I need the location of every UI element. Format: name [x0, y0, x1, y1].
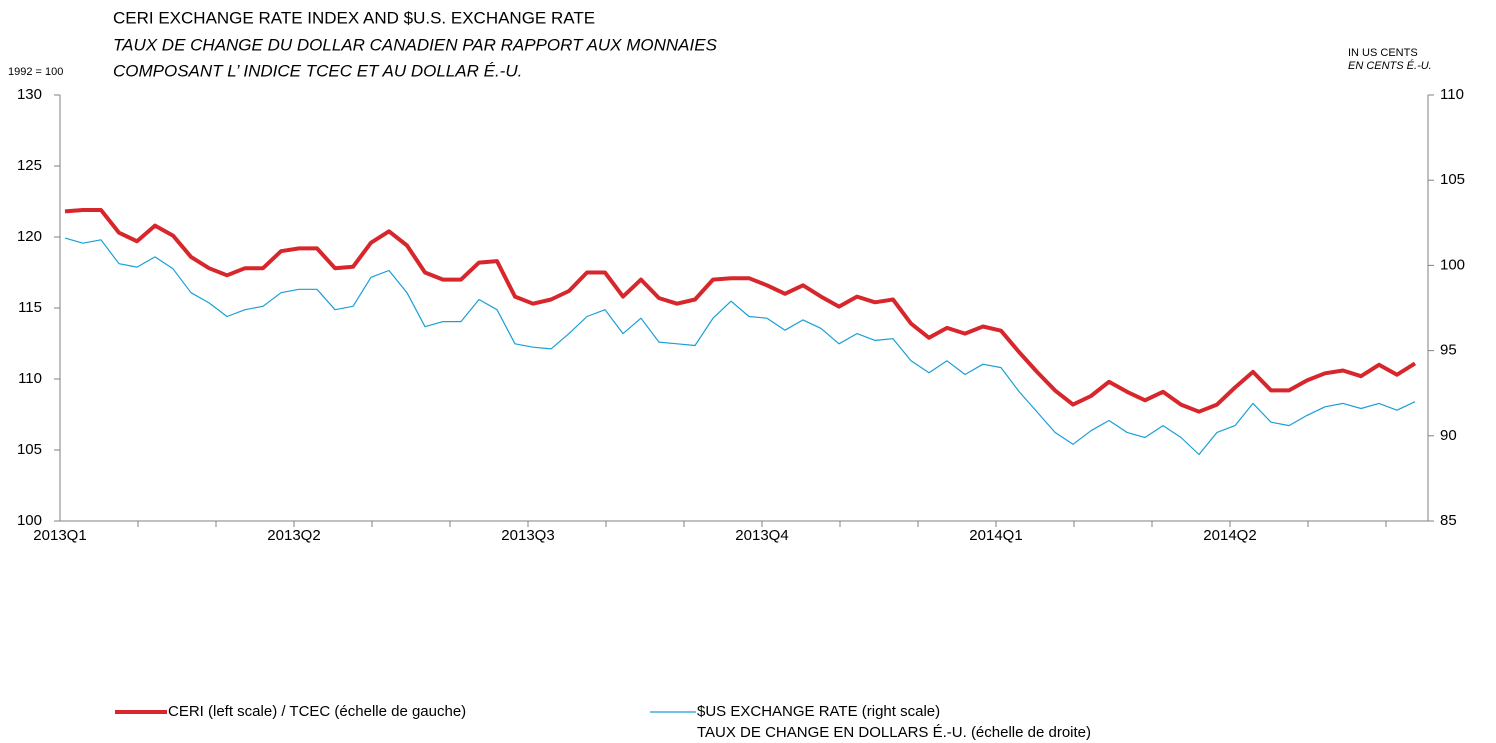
y2-tick-label: 110 — [1440, 86, 1464, 103]
y2-tick-label: 105 — [1440, 171, 1465, 188]
chart-subtitle: TAUX DE CHANGE DU DOLLAR CANADIEN PAR RA… — [113, 35, 718, 54]
y-tick-label: 115 — [18, 299, 42, 316]
x-tick-label: 2013Q4 — [735, 527, 788, 544]
y2-tick-label: 100 — [1440, 256, 1465, 273]
y2-axis-label: IN US CENTS — [1348, 47, 1418, 59]
y-axis-label: 1992 = 100 — [8, 66, 63, 78]
x-tick-label: 2014Q2 — [1203, 527, 1256, 544]
y2-tick-label: 85 — [1440, 512, 1457, 529]
x-tick-label: 2013Q2 — [267, 527, 320, 544]
y-tick-label: 120 — [17, 228, 42, 245]
y2-tick-label: 95 — [1440, 342, 1457, 359]
legend-label: CERI (left scale) / TCEC (échelle de gau… — [168, 703, 466, 720]
chart-title: CERI EXCHANGE RATE INDEX AND $U.S. EXCHA… — [113, 8, 595, 27]
x-tick-label: 2013Q3 — [501, 527, 554, 544]
y-tick-label: 110 — [18, 370, 42, 387]
x-tick-label: 2014Q1 — [969, 527, 1022, 544]
legend-label: $US EXCHANGE RATE (right scale) — [697, 703, 940, 720]
y-tick-label: 100 — [17, 512, 42, 529]
y2-tick-label: 90 — [1440, 427, 1457, 444]
chart-subtitle: COMPOSANT L’ INDICE TCEC ET AU DOLLAR É.… — [113, 61, 522, 80]
series-line — [64, 208, 1417, 414]
y-tick-label: 105 — [17, 441, 42, 458]
legend-label: TAUX DE CHANGE EN DOLLARS É.-U. (échelle… — [697, 724, 1091, 741]
y2-axis-label: EN CENTS É.-U. — [1348, 59, 1432, 72]
series-line — [64, 237, 1416, 456]
y-tick-label: 130 — [17, 86, 42, 103]
x-tick-label: 2013Q1 — [33, 527, 86, 544]
y-tick-label: 125 — [17, 157, 42, 174]
